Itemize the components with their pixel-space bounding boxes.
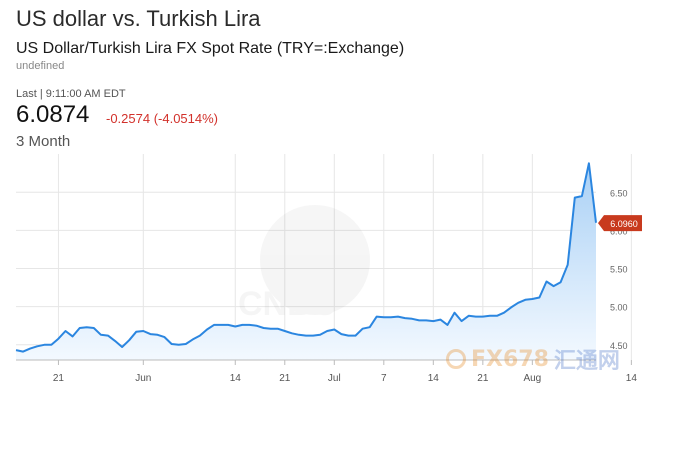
x-tick-label: 21 <box>53 373 65 384</box>
price-line <box>15 162 597 353</box>
cnbc-watermark-text: CNBC <box>238 285 336 323</box>
undefined-text: undefined <box>16 60 65 72</box>
y-axis-ticks: 6.50 6.00 5.50 5.00 4.50 <box>610 188 628 350</box>
y-tick-label: 6.00 <box>610 226 628 236</box>
range-selector[interactable]: 3 Month <box>16 133 71 150</box>
instrument-subtitle: US Dollar/Turkish Lira FX Spot Rate (TRY… <box>16 40 405 57</box>
fx678-watermark: FX678 汇通网 <box>446 343 620 375</box>
x-tick-label: 14 <box>626 373 638 384</box>
y-tick-label: 6.50 <box>610 188 628 198</box>
x-tick-label: 21 <box>279 373 291 384</box>
price-change: -0.2574 (-4.0514%) <box>106 111 219 126</box>
fx678-logo-icon <box>446 349 466 369</box>
vertical-gridlines <box>57 154 632 360</box>
last-updated-label: Last | 9:11:00 AM EDT <box>16 88 126 100</box>
fx-rate-chart: CNBC 6.50 6.00 5.50 5.00 4.50 21 Jun 14 21 Jul 7 1… <box>15 154 642 384</box>
price-area-fill <box>16 163 596 360</box>
last-price: 6.0874 <box>16 101 90 128</box>
x-tick-label: 14 <box>428 373 440 384</box>
y-tick-label: 5.50 <box>610 265 628 275</box>
x-tick-label: Jun <box>135 373 151 384</box>
fx678-watermark-text: FX678 <box>471 346 549 372</box>
x-tick-label: Jul <box>328 373 341 384</box>
y-tick-label: 4.50 <box>610 341 628 351</box>
x-tick-label: 7 <box>381 373 387 384</box>
page-title: US dollar vs. Turkish Lira <box>16 6 261 31</box>
last-value-badge: 6.0960 <box>598 215 642 232</box>
y-tick-label: 5.00 <box>610 303 628 313</box>
x-axis-ticks: 21 Jun 14 21 Jul 7 14 21 Aug 14 <box>53 360 637 384</box>
x-tick-label: Aug <box>523 373 541 384</box>
x-tick-label: 14 <box>230 373 242 384</box>
cnbc-watermark-logo: CNBC <box>238 205 370 323</box>
x-tick-label: 21 <box>477 373 489 384</box>
badge-shape <box>598 215 642 232</box>
fx678-watermark-cn-text: 汇通网 <box>553 349 620 374</box>
last-value-label: 6.0960 <box>610 219 638 229</box>
